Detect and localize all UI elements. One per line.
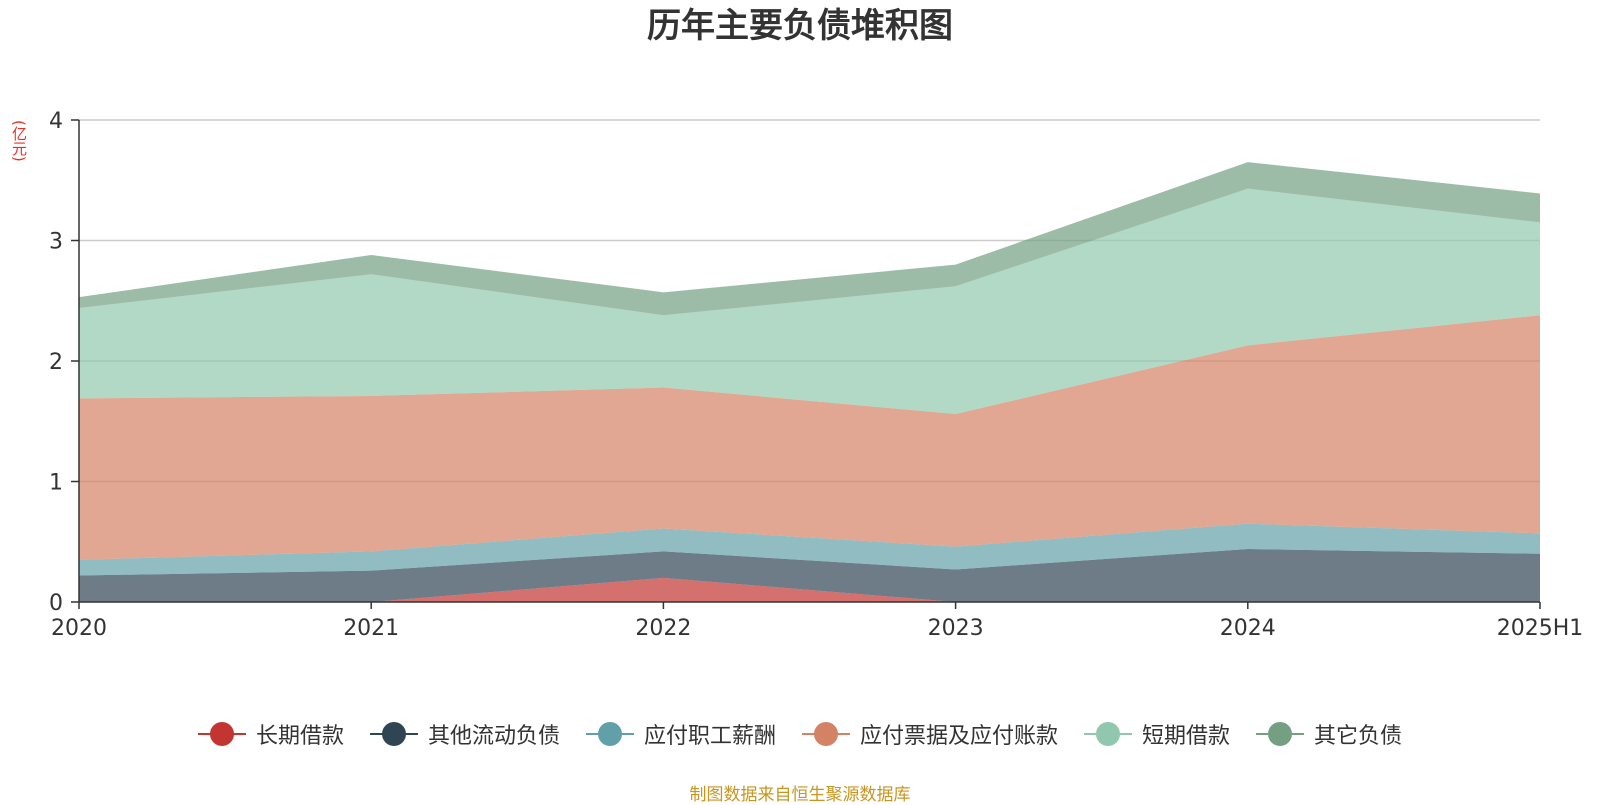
legend-item[interactable]: 其他流动负债 bbox=[369, 718, 560, 750]
x-tick-label: 2023 bbox=[928, 616, 984, 641]
legend-label: 应付职工薪酬 bbox=[643, 724, 776, 749]
stacked-areas bbox=[79, 162, 1540, 602]
legend-label: 短期借款 bbox=[1142, 724, 1231, 749]
chart-title: 历年主要负债堆积图 bbox=[647, 6, 953, 46]
chart-legend: 长期借款 其他流动负债 应付职工薪酬 应付票据及应付账款 短期借款 其它负债 bbox=[0, 718, 1600, 750]
legend-item[interactable]: 其它负债 bbox=[1256, 718, 1402, 750]
legend-item[interactable]: 应付票据及应付账款 bbox=[802, 718, 1058, 750]
area-series-2 bbox=[79, 548, 1540, 602]
x-tick-label: 2020 bbox=[51, 616, 107, 641]
area-series-5 bbox=[79, 188, 1540, 415]
legend-marker-icon bbox=[197, 721, 246, 747]
x-tick-label: 2025H1 bbox=[1497, 616, 1584, 641]
legend-label: 其他流动负债 bbox=[427, 724, 560, 749]
legend-item[interactable]: 应付职工薪酬 bbox=[585, 718, 776, 750]
legend-item[interactable]: 短期借款 bbox=[1084, 718, 1230, 750]
area-series-4 bbox=[79, 315, 1540, 560]
legend-label: 其它负债 bbox=[1314, 724, 1403, 749]
area-series-3 bbox=[79, 523, 1540, 576]
legend-marker-icon bbox=[1256, 721, 1305, 747]
legend-marker-icon bbox=[802, 721, 850, 747]
legend-marker-icon bbox=[585, 721, 634, 747]
y-axis-unit-label: (亿元) bbox=[10, 120, 28, 162]
y-tick-label: 3 bbox=[49, 230, 63, 255]
legend-label: 应付票据及应付账款 bbox=[860, 724, 1059, 749]
x-tick-label: 2022 bbox=[635, 616, 691, 641]
y-tick-label: 0 bbox=[49, 591, 63, 616]
data-source-note: 制图数据来自恒生聚源数据库 bbox=[689, 785, 911, 805]
x-tick-label: 2021 bbox=[343, 616, 399, 641]
y-tick-label: 2 bbox=[49, 350, 63, 375]
chart-plot: 0 1 2 3 4 2020 2021 2022 2023 2024 2025H1 bbox=[49, 109, 1583, 641]
x-tick-label: 2024 bbox=[1220, 616, 1276, 641]
area-series-6 bbox=[79, 162, 1540, 316]
legend-marker-icon bbox=[369, 721, 418, 747]
axes: 0 1 2 3 4 2020 2021 2022 2023 2024 2025H1 bbox=[49, 109, 1583, 641]
legend-marker-icon bbox=[1084, 721, 1133, 747]
legend-label: 长期借款 bbox=[255, 724, 344, 749]
legend-item[interactable]: 长期借款 bbox=[197, 718, 344, 750]
y-tick-label: 1 bbox=[49, 471, 63, 496]
y-tick-label: 4 bbox=[49, 109, 63, 134]
